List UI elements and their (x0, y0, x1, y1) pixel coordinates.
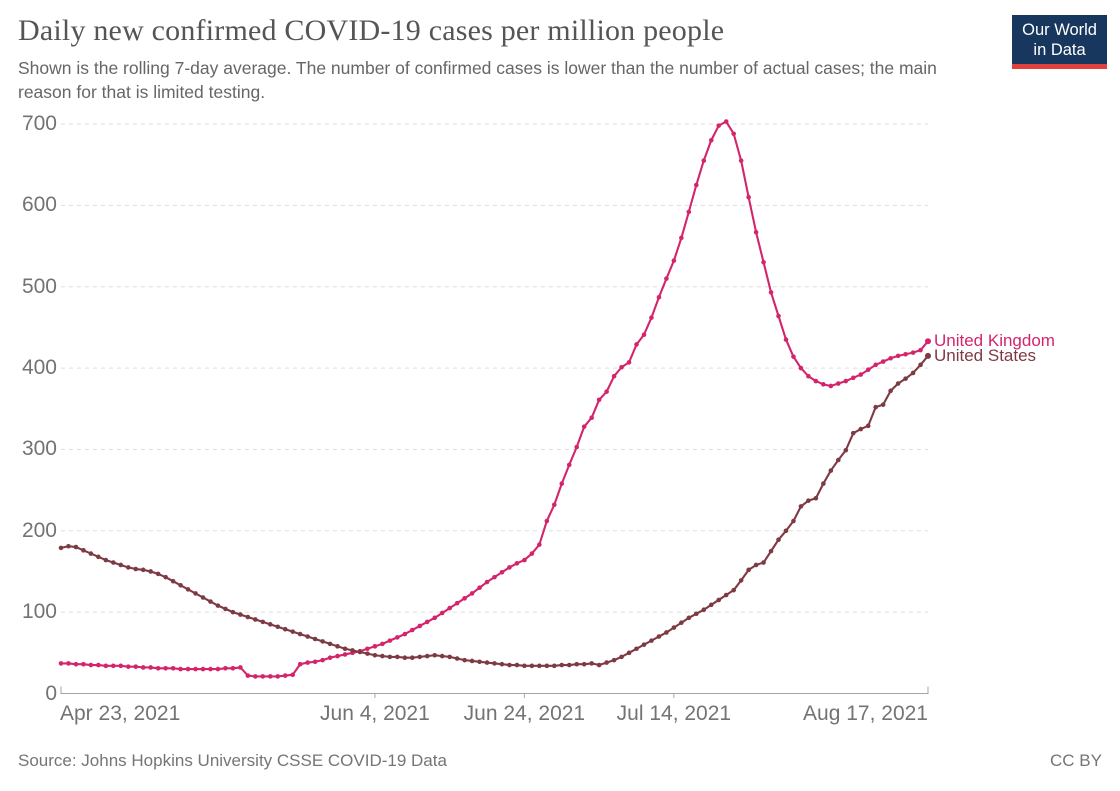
series-label-united-kingdom: United Kingdom (934, 331, 1055, 351)
owid-logo-line1: Our World (1022, 21, 1097, 39)
x-tick-label: Apr 23, 2021 (60, 702, 181, 725)
points-united-states (58, 352, 931, 669)
y-tick-label: 0 (45, 681, 57, 705)
y-tick-label: 500 (21, 274, 57, 298)
line-united-kingdom (59, 120, 930, 678)
y-tick-label: 100 (21, 600, 57, 624)
x-tick-label: Jul 14, 2021 (616, 702, 732, 725)
y-tick-label: 600 (21, 193, 57, 217)
x-tick-label: Aug 17, 2021 (803, 702, 928, 725)
points-united-kingdom (58, 119, 931, 679)
source-note: Source: Johns Hopkins University CSSE CO… (18, 751, 447, 770)
y-tick-label: 200 (21, 518, 57, 542)
owid-logo[interactable]: Our World in Data (1012, 15, 1107, 69)
chart-footer: Source: Johns Hopkins University CSSE CO… (0, 750, 1120, 774)
page-subtitle: Shown is the rolling 7-day average. The … (18, 58, 937, 102)
y-tick-label: 400 (21, 356, 57, 380)
page-title: Daily new confirmed COVID-19 cases per m… (18, 14, 725, 47)
owid-logo-line2: in Data (1033, 41, 1086, 59)
line-united-states (59, 354, 930, 667)
y-tick-label: 700 (21, 112, 57, 135)
license-link[interactable]: CC BY (1050, 751, 1102, 770)
series-label-united-states: United States (934, 345, 1037, 365)
y-tick-label: 300 (21, 437, 57, 461)
x-tick-label: Jun 24, 2021 (463, 702, 586, 725)
x-tick-label: Jun 4, 2021 (320, 702, 430, 725)
